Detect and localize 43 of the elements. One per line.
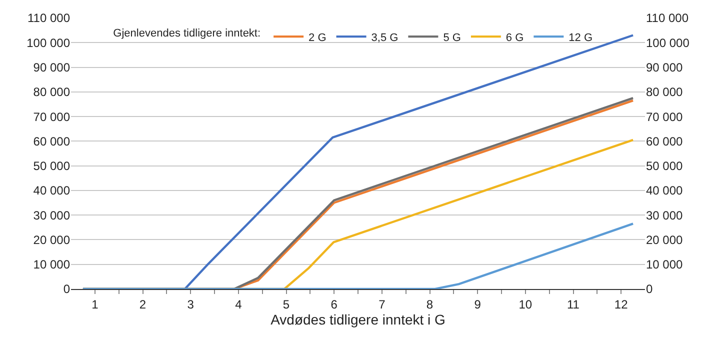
x-tick-label: 9 xyxy=(474,297,482,312)
y-tick-label: 90 000 xyxy=(33,60,70,74)
y-tick-label: 20 000 xyxy=(33,232,70,247)
y-tick-label: 70 000 xyxy=(33,110,70,124)
y-tick-label: 110 000 xyxy=(28,11,70,26)
x-tick-label: 3 xyxy=(187,297,194,312)
x-tick-label: 4 xyxy=(235,297,242,312)
y2-tick-label: 100 000 xyxy=(646,36,690,50)
y2-tick-label: 10 000 xyxy=(646,258,684,272)
x-tick-label: 2 xyxy=(139,297,146,312)
y2-tick-label: 90 000 xyxy=(646,60,684,74)
y-tick-label: 50 000 xyxy=(33,159,70,174)
y-tick-label: 30 000 xyxy=(33,208,70,222)
x-tick-label: 11 xyxy=(567,297,580,312)
legend-label: 2 G xyxy=(308,32,326,44)
y-tick-label: 60 000 xyxy=(33,134,70,148)
y-tick-label: 10 000 xyxy=(33,258,70,272)
legend-label: 3,5 G xyxy=(371,32,398,44)
y2-tick-label: 0 xyxy=(646,282,653,296)
y2-tick-label: 80 000 xyxy=(646,85,684,100)
legend-label: 12 G xyxy=(568,32,593,44)
x-tick-label: 12 xyxy=(614,297,628,312)
y2-tick-label: 70 000 xyxy=(646,110,684,124)
x-tick-label: 1 xyxy=(92,297,99,312)
legend-label: 5 G xyxy=(443,32,461,44)
x-tick-label: 8 xyxy=(426,297,434,312)
y2-tick-label: 50 000 xyxy=(646,159,684,174)
x-tick-label: 5 xyxy=(282,297,290,312)
x-axis-title: Avdødes tidligere inntekt i G xyxy=(270,312,446,328)
y2-tick-label: 30 000 xyxy=(646,208,684,222)
x-tick-label: 10 xyxy=(518,297,532,312)
y-tick-label: 0 xyxy=(63,282,70,296)
y-tick-label: 100 000 xyxy=(26,36,70,50)
y-tick-label: 80 000 xyxy=(33,85,70,100)
y-tick-label: 40 000 xyxy=(33,184,70,198)
x-tick-label: 6 xyxy=(330,297,338,312)
x-tick-label: 7 xyxy=(378,297,386,312)
y2-tick-label: 40 000 xyxy=(646,184,684,198)
y2-tick-label: 110 000 xyxy=(646,11,689,26)
legend-title: Gjenlevendes tidligere inntekt: xyxy=(113,27,261,40)
legend-label: 6 G xyxy=(506,32,524,44)
y2-tick-label: 60 000 xyxy=(646,134,684,148)
y2-tick-label: 20 000 xyxy=(646,232,684,247)
